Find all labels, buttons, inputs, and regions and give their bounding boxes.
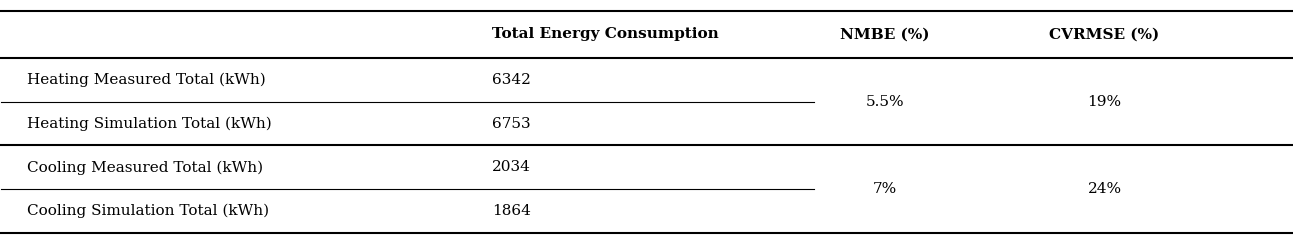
Text: 6753: 6753 bbox=[491, 117, 530, 131]
Text: 6342: 6342 bbox=[491, 73, 530, 87]
Text: Cooling Measured Total (kWh): Cooling Measured Total (kWh) bbox=[27, 160, 264, 174]
Text: CVRMSE (%): CVRMSE (%) bbox=[1050, 27, 1160, 41]
Text: Cooling Simulation Total (kWh): Cooling Simulation Total (kWh) bbox=[27, 204, 269, 218]
Text: 24%: 24% bbox=[1087, 182, 1121, 196]
Text: Heating Measured Total (kWh): Heating Measured Total (kWh) bbox=[27, 73, 266, 87]
Text: 19%: 19% bbox=[1087, 95, 1121, 109]
Text: Heating Simulation Total (kWh): Heating Simulation Total (kWh) bbox=[27, 116, 272, 131]
Text: 2034: 2034 bbox=[491, 160, 530, 174]
Text: Total Energy Consumption: Total Energy Consumption bbox=[491, 27, 719, 41]
Text: 7%: 7% bbox=[873, 182, 897, 196]
Text: NMBE (%): NMBE (%) bbox=[840, 27, 930, 41]
Text: 1864: 1864 bbox=[491, 204, 530, 218]
Text: 5.5%: 5.5% bbox=[866, 95, 905, 109]
